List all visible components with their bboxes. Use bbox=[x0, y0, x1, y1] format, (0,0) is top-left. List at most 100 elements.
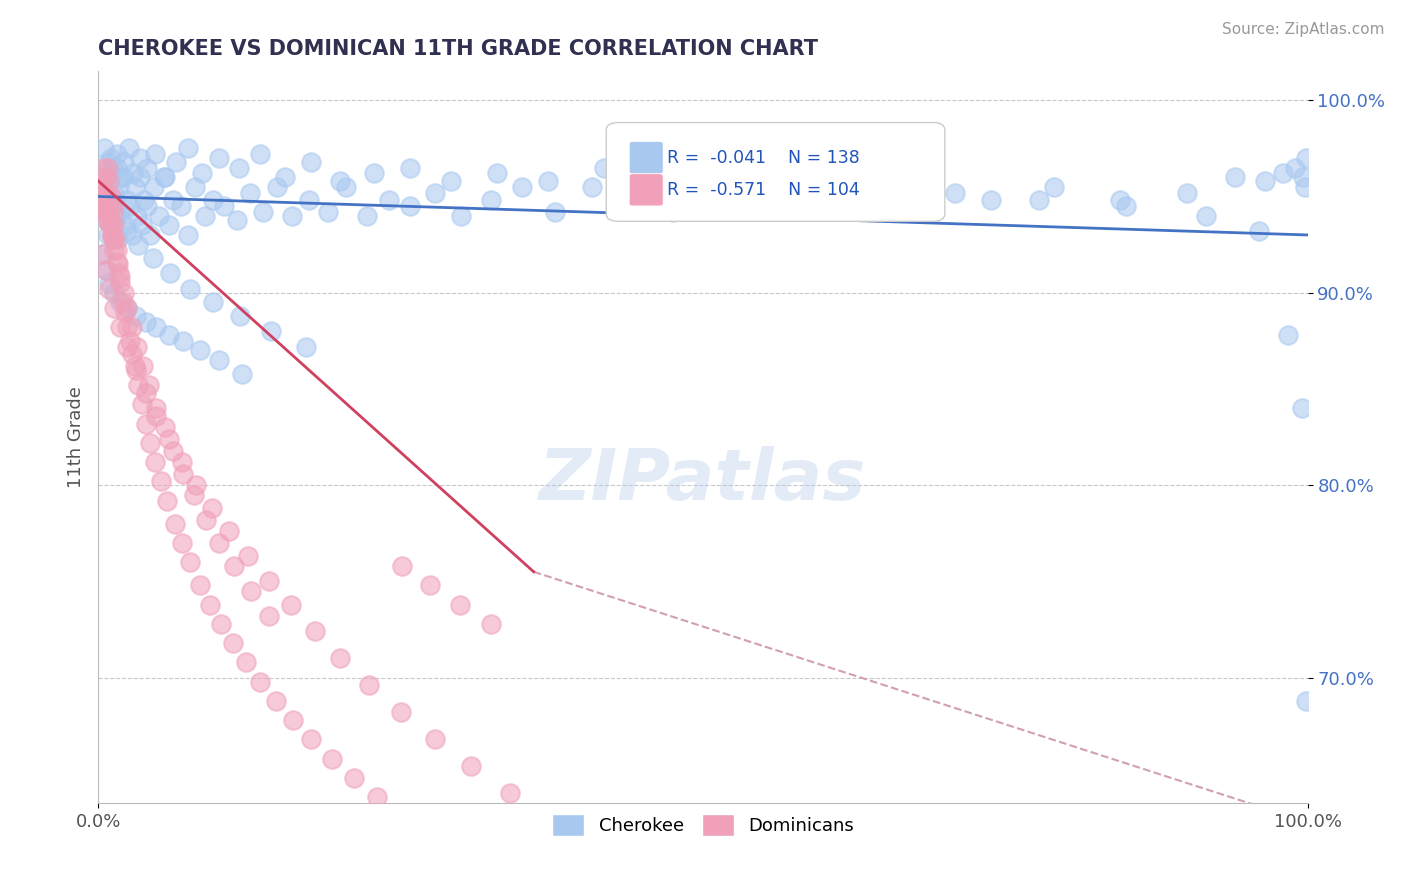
Point bbox=[295, 340, 318, 354]
Point bbox=[188, 343, 211, 358]
Point bbox=[377, 194, 399, 208]
Y-axis label: 11th Grade: 11th Grade bbox=[66, 386, 84, 488]
Point bbox=[94, 262, 117, 277]
Point bbox=[366, 790, 388, 805]
Point bbox=[619, 194, 641, 208]
Point bbox=[718, 179, 741, 194]
Point bbox=[1295, 151, 1317, 165]
Point bbox=[108, 205, 131, 219]
Point bbox=[125, 362, 148, 376]
Point bbox=[105, 147, 128, 161]
Point bbox=[170, 536, 193, 550]
Point bbox=[150, 475, 173, 489]
Point bbox=[135, 417, 157, 431]
Point bbox=[139, 227, 162, 242]
Point bbox=[202, 295, 225, 310]
Point bbox=[201, 501, 224, 516]
Point bbox=[298, 194, 321, 208]
Point bbox=[249, 674, 271, 689]
Point bbox=[91, 179, 114, 194]
Point bbox=[94, 170, 117, 185]
Point bbox=[486, 166, 509, 180]
Point bbox=[162, 194, 184, 208]
Point bbox=[135, 315, 157, 329]
Point bbox=[209, 616, 232, 631]
Point bbox=[399, 199, 422, 213]
Point bbox=[112, 154, 135, 169]
Point bbox=[114, 219, 136, 233]
Point bbox=[121, 320, 143, 334]
Point bbox=[122, 166, 145, 180]
Point bbox=[98, 276, 121, 290]
Point bbox=[1272, 166, 1295, 180]
Point bbox=[157, 219, 180, 233]
Point bbox=[264, 694, 287, 708]
Point bbox=[131, 397, 153, 411]
Point bbox=[143, 455, 166, 469]
Point bbox=[179, 555, 201, 569]
Point bbox=[170, 455, 193, 469]
Point bbox=[177, 141, 200, 155]
Point bbox=[481, 194, 503, 208]
Point bbox=[755, 194, 778, 208]
Point bbox=[222, 559, 245, 574]
Point bbox=[399, 161, 422, 175]
Point bbox=[135, 385, 157, 400]
Point bbox=[257, 574, 280, 589]
Point bbox=[537, 174, 560, 188]
Point bbox=[100, 219, 122, 233]
Point bbox=[145, 401, 167, 416]
FancyBboxPatch shape bbox=[630, 174, 664, 206]
Point bbox=[165, 154, 187, 169]
Point bbox=[127, 209, 149, 223]
Point bbox=[281, 209, 304, 223]
Point bbox=[121, 227, 143, 242]
Point bbox=[108, 179, 131, 194]
Point bbox=[281, 713, 304, 727]
Point bbox=[93, 141, 115, 155]
Point bbox=[316, 205, 339, 219]
Point bbox=[96, 205, 118, 219]
Point bbox=[91, 247, 114, 261]
Point bbox=[231, 367, 253, 381]
Point bbox=[356, 209, 378, 223]
Point bbox=[321, 751, 343, 765]
Point bbox=[218, 524, 240, 539]
Point bbox=[105, 255, 128, 269]
Point bbox=[108, 295, 131, 310]
Point bbox=[1115, 199, 1137, 213]
Point bbox=[101, 232, 124, 246]
Point bbox=[98, 282, 121, 296]
Point bbox=[335, 179, 357, 194]
Point bbox=[112, 285, 135, 300]
Text: ZIPatlas: ZIPatlas bbox=[540, 447, 866, 516]
Point bbox=[1042, 179, 1064, 194]
Point bbox=[108, 320, 131, 334]
Point bbox=[124, 179, 146, 194]
Point bbox=[142, 251, 165, 265]
Point bbox=[359, 678, 381, 692]
Point bbox=[179, 282, 201, 296]
Point bbox=[980, 194, 1002, 208]
Point bbox=[135, 161, 157, 175]
Point bbox=[1292, 170, 1315, 185]
Point bbox=[101, 194, 124, 208]
Point bbox=[96, 186, 118, 200]
Point bbox=[104, 232, 127, 246]
Point bbox=[299, 154, 322, 169]
Point bbox=[863, 179, 886, 194]
Point bbox=[104, 209, 127, 223]
Point bbox=[124, 359, 146, 373]
Point bbox=[450, 209, 472, 223]
Point bbox=[107, 232, 129, 246]
Point bbox=[188, 578, 211, 592]
Point bbox=[97, 154, 120, 169]
Point bbox=[139, 435, 162, 450]
Point bbox=[152, 170, 174, 185]
Point bbox=[1028, 194, 1050, 208]
Point bbox=[544, 205, 567, 219]
Point bbox=[304, 624, 326, 639]
Point bbox=[97, 161, 120, 175]
Point bbox=[103, 285, 125, 300]
Point bbox=[177, 227, 200, 242]
